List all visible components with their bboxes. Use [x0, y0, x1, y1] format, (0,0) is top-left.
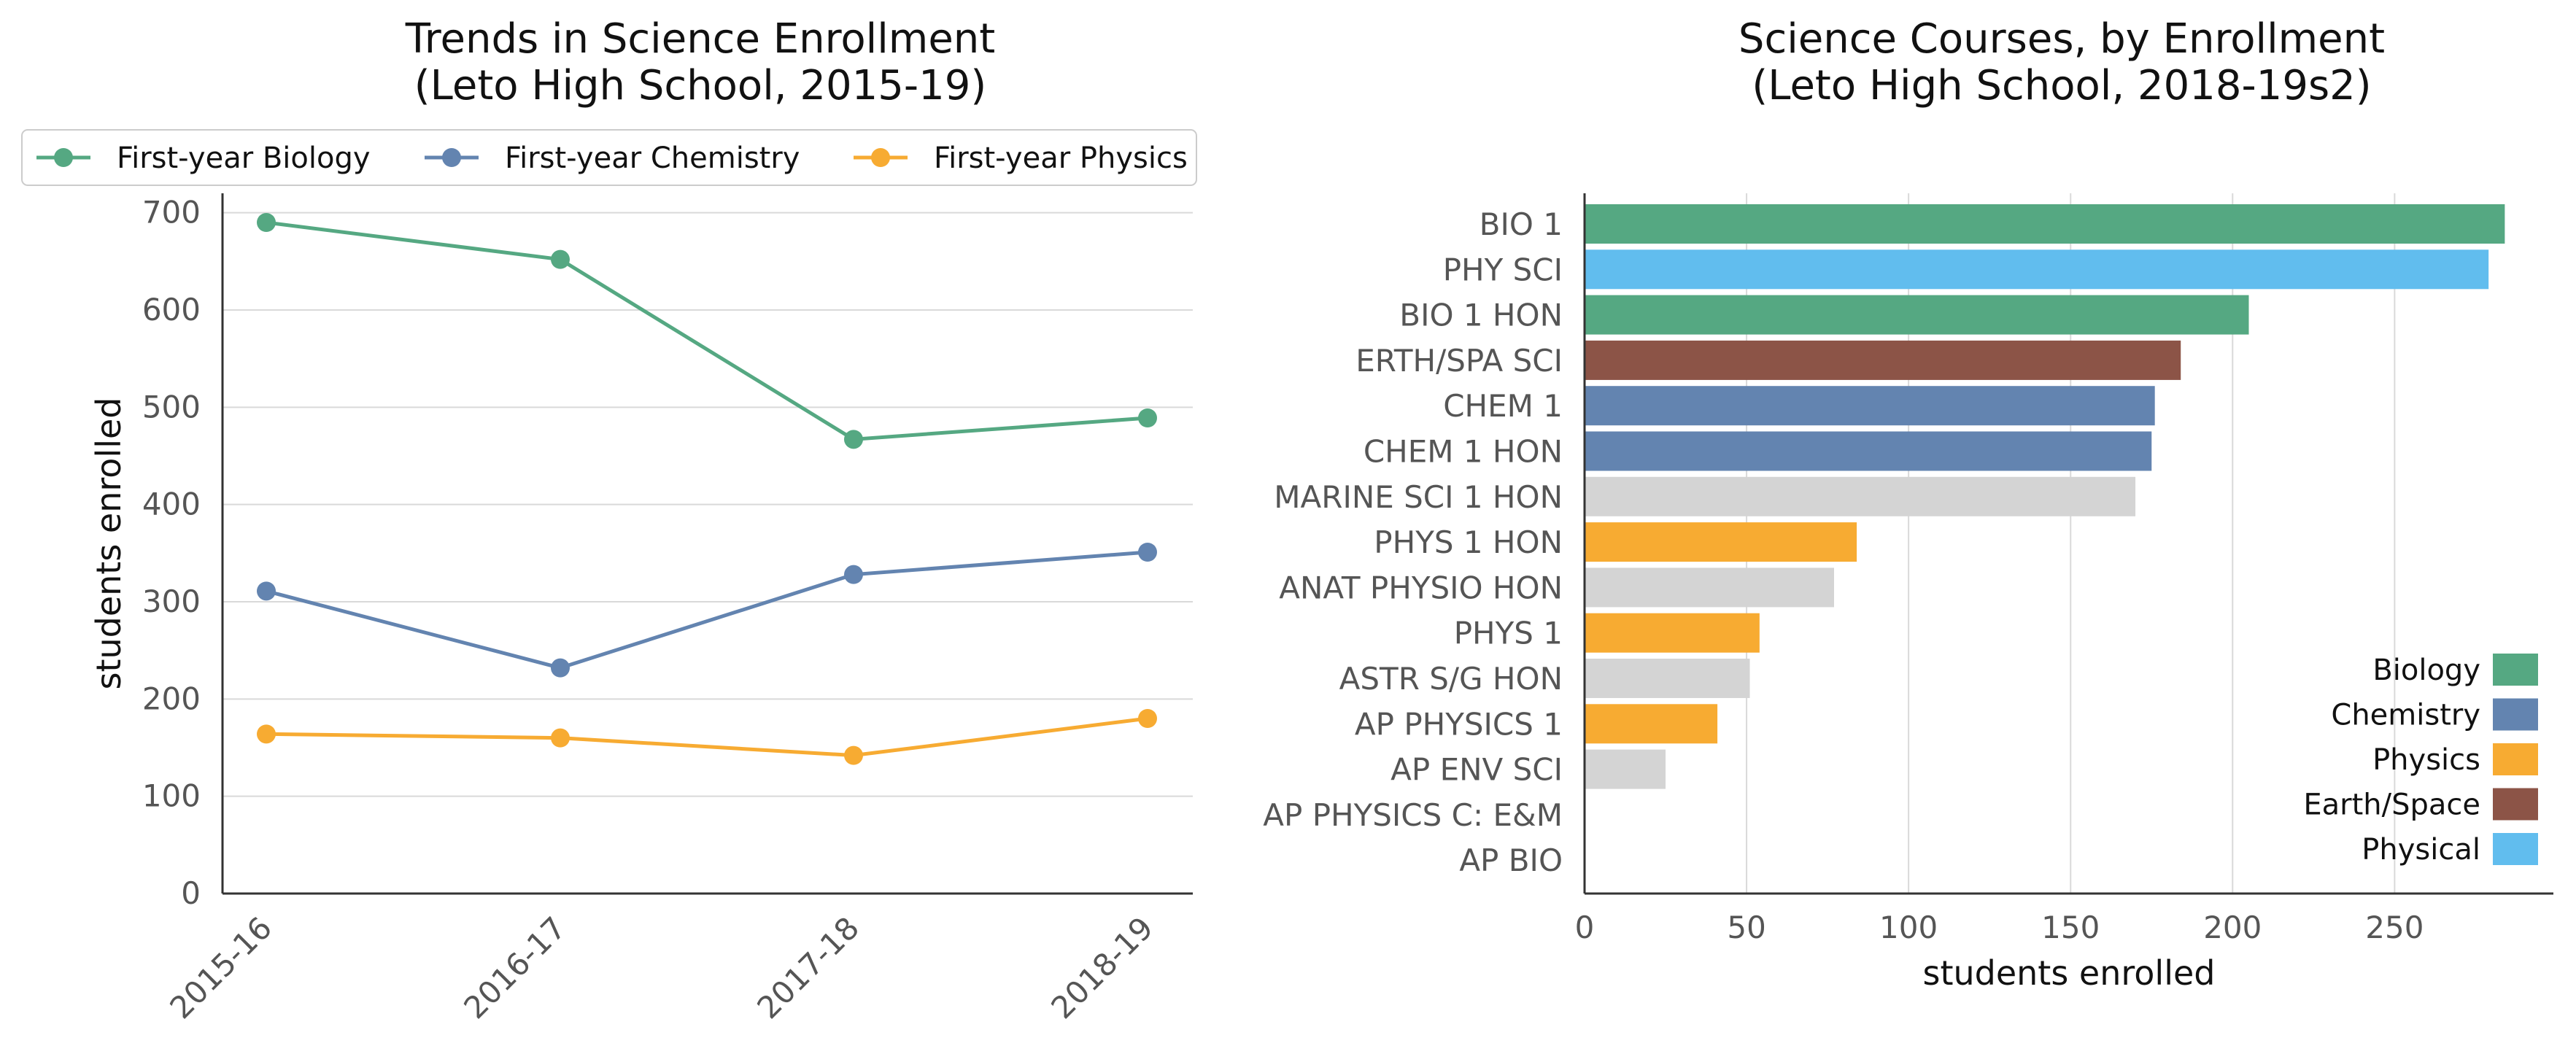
data-point-physics [1138, 709, 1157, 728]
bar-chart-panel: Science Courses, by Enrollment(Leto High… [1263, 15, 2553, 993]
legend-label-physical: Physical [2362, 833, 2480, 867]
series-line-chemistry [266, 550, 1148, 670]
legend-swatch-earth_space [2493, 788, 2538, 821]
data-point-chemistry [1138, 543, 1157, 562]
bar-other [1585, 567, 1834, 608]
bar-chemistry [1585, 431, 2152, 471]
y-tick-label: 600 [142, 292, 201, 328]
data-point-physics [551, 728, 570, 748]
y-tick-label: 100 [142, 778, 201, 814]
legend-marker-biology [54, 148, 73, 167]
category-label: BIO 1 HON [1399, 298, 1563, 333]
legend-label-earth_space: Earth/Space [2303, 788, 2480, 822]
legend-label-chemistry: Chemistry [2331, 699, 2480, 732]
bar-other [1585, 749, 1666, 789]
legend-label-chemistry: First-year Chemistry [505, 142, 800, 175]
line-legend-box [21, 129, 1197, 186]
legend-swatch-biology [2493, 654, 2538, 686]
x-tick-label: 200 [2203, 910, 2262, 945]
bar-physics [1585, 522, 1857, 562]
y-tick-label: 200 [142, 681, 201, 716]
data-point-chemistry [551, 658, 570, 678]
x-tick-label: 150 [2041, 910, 2100, 945]
series-line-biology [266, 220, 1148, 441]
category-label: BIO 1 [1480, 206, 1563, 242]
y-tick-label: 300 [142, 584, 201, 619]
legend-label-physics: First-year Physics [934, 142, 1188, 175]
x-tick-label: 2017-18 [750, 910, 866, 1026]
category-label: PHYS 1 [1454, 616, 1563, 651]
x-tick-label: 2015-16 [163, 910, 279, 1026]
bar-earth_space [1585, 340, 2181, 380]
x-tick-label: 100 [1879, 910, 1938, 945]
data-point-chemistry [257, 581, 276, 601]
category-label: CHEM 1 [1443, 388, 1563, 424]
data-point-physics [257, 724, 276, 744]
data-point-biology [1138, 408, 1157, 427]
bar-chart-title-line-1: Science Courses, by Enrollment [1738, 15, 2385, 63]
line-chart-title-line-2: (Leto High School, 2015-19) [414, 62, 986, 109]
category-label: CHEM 1 HON [1364, 434, 1563, 470]
line-chart-panel: Trends in Science Enrollment(Leto High S… [21, 15, 1197, 1026]
data-point-biology [844, 430, 863, 449]
y-tick-label: 400 [142, 487, 201, 522]
x-tick-label: 0 [1575, 910, 1595, 945]
legend-swatch-physics [2493, 743, 2538, 775]
data-point-biology [257, 213, 276, 232]
bar-physics [1585, 613, 1760, 653]
data-point-biology [551, 249, 570, 269]
category-label: AP PHYSICS C: E&M [1263, 797, 1563, 833]
bar-chart-title-line-2: (Leto High School, 2018-19s2) [1752, 62, 2371, 109]
category-label: AP ENV SCI [1391, 752, 1563, 788]
category-label: MARINE SCI 1 HON [1274, 479, 1563, 515]
data-point-physics [844, 745, 863, 765]
category-label: AP PHYSICS 1 [1355, 706, 1563, 742]
legend-swatch-chemistry [2493, 698, 2538, 731]
x-tick-label: 250 [2365, 910, 2424, 945]
x-tick-label: 2016-17 [457, 910, 573, 1026]
bar-other [1585, 476, 2136, 516]
y-tick-label: 700 [142, 195, 201, 230]
legend-marker-chemistry [442, 148, 461, 167]
data-point-chemistry [844, 565, 863, 584]
legend-label-physics: Physics [2372, 743, 2480, 777]
x-tick-label: 50 [1727, 910, 1765, 945]
category-label: AP BIO [1459, 842, 1563, 878]
category-label: PHYS 1 HON [1374, 524, 1563, 560]
series-line-physics [266, 716, 1148, 758]
bar-physics [1585, 704, 1718, 744]
category-label: PHY SCI [1443, 252, 1563, 287]
legend-marker-physics [871, 148, 890, 167]
y-tick-label: 500 [142, 389, 201, 425]
category-label: ASTR S/G HON [1339, 661, 1563, 697]
y-axis-label: students enrolled [89, 398, 128, 690]
bar-chemistry [1585, 386, 2155, 426]
bar-biology [1585, 295, 2249, 335]
y-tick-label: 0 [181, 875, 201, 911]
bar-other [1585, 659, 1750, 698]
bar-physical [1585, 249, 2489, 290]
category-label: ERTH/SPA SCI [1355, 343, 1563, 379]
x-axis-label: students enrolled [1923, 953, 2216, 993]
x-tick-label: 2018-19 [1044, 910, 1160, 1026]
legend-label-biology: Biology [2372, 654, 2480, 687]
category-label: ANAT PHYSIO HON [1279, 570, 1563, 605]
legend-swatch-physical [2493, 833, 2538, 865]
line-chart-title-line-1: Trends in Science Enrollment [405, 15, 995, 63]
bar-biology [1585, 204, 2505, 244]
legend-label-biology: First-year Biology [117, 142, 371, 175]
